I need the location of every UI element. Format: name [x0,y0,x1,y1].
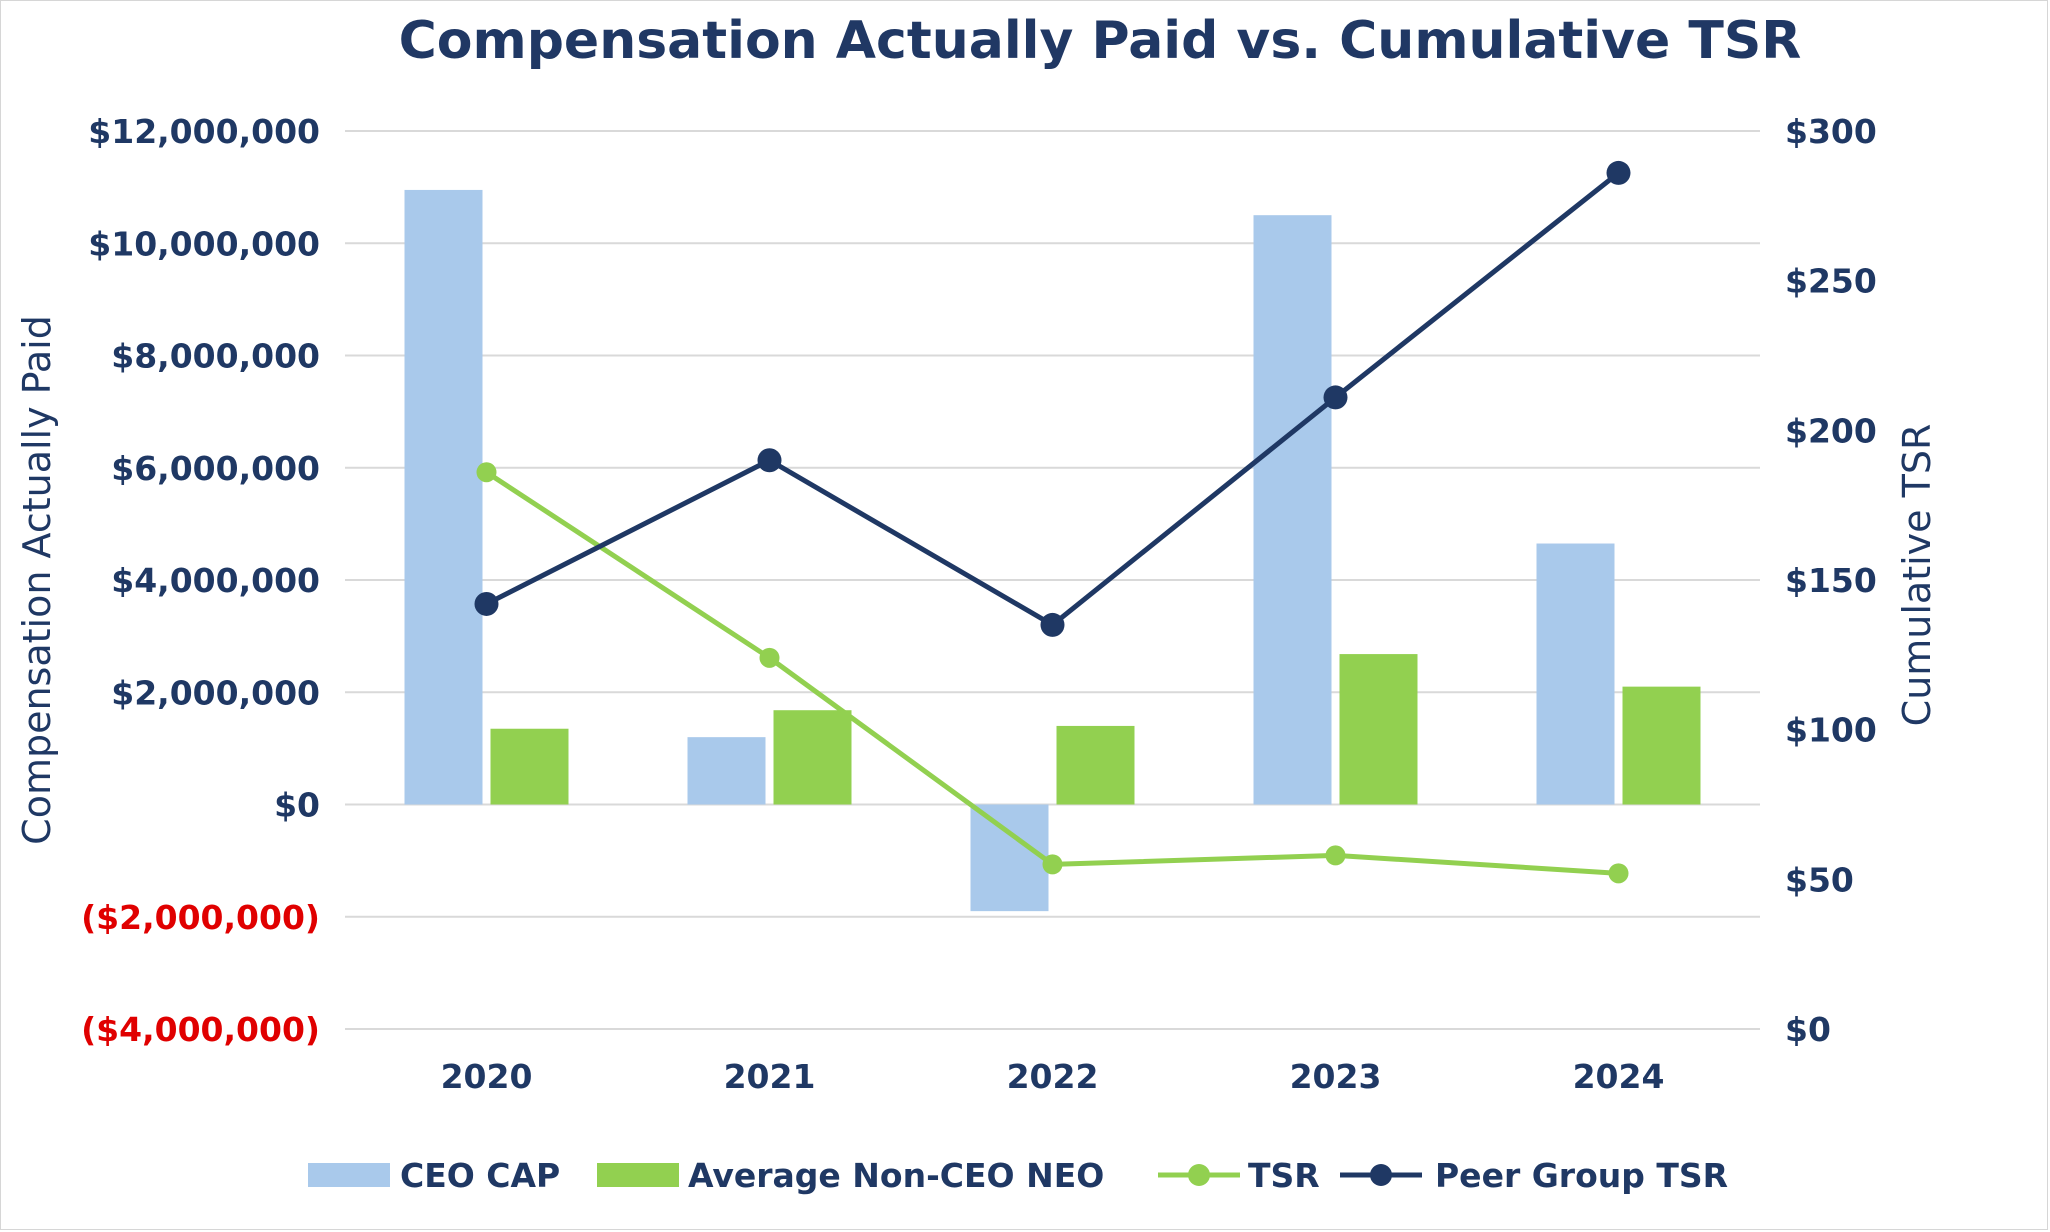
line-series [474,160,1631,884]
left-tick-label: $4,000,000 [111,561,320,600]
left-tick-label: ($2,000,000) [81,898,320,937]
left-tick-label: $0 [274,786,320,825]
category-label-2022: 2022 [1007,1057,1099,1096]
category-label-2020: 2020 [441,1057,533,1096]
point-peer-group-tsr-2020 [474,591,499,616]
bar-ceo-cap-2021 [687,737,766,805]
legend-label-peer-group-tsr: Peer Group TSR [1435,1156,1728,1195]
legend-label-average-non-ceo-neo: Average Non-CEO NEO [688,1156,1104,1195]
point-peer-group-tsr-2021 [757,448,782,473]
left-tick-label: $2,000,000 [111,673,320,712]
bar-average-non-ceo-neo-2020 [490,728,569,805]
legend-label-tsr: TSR [1248,1156,1320,1195]
bar-series [404,189,1701,912]
bar-ceo-cap-2022 [970,804,1049,912]
point-tsr-2024 [1608,863,1629,884]
chart-title: Compensation Actually Paid vs. Cumulativ… [399,11,1802,71]
line-tsr [485,470,1619,876]
point-peer-group-tsr-2022 [1040,612,1065,637]
left-tick-label: $8,000,000 [111,337,320,376]
legend-marker-tsr [1188,1164,1210,1186]
right-tick-label: $100 [1785,711,1877,750]
point-tsr-2020 [476,462,497,483]
bar-ceo-cap-2020 [404,189,483,805]
right-tick-label: $0 [1785,1010,1831,1049]
legend: CEO CAP Average Non-CEO NEO TSR Peer Group … [308,1156,1728,1195]
right-tick-label: $50 [1785,860,1854,899]
legend-swatch-ceo-cap [308,1163,390,1187]
legend-marker-peer-group-tsr [1370,1164,1392,1186]
left-axis-ticks: $12,000,000 $10,000,000 $8,000,000 $6,000,0… [81,112,320,1049]
category-labels: 2020 2021 2022 2023 2024 [441,1057,1665,1096]
point-tsr-2021 [759,647,780,668]
right-axis-ticks: $300 $250 $200 $150 $100 $50 $0 [1785,112,1877,1049]
bar-average-non-ceo-neo-2023 [1339,654,1418,805]
bar-average-non-ceo-neo-2021 [773,710,852,805]
gridlines [345,130,1760,1030]
left-tick-label: ($4,000,000) [81,1010,320,1049]
legend-label-ceo-cap: CEO CAP [400,1156,560,1195]
bar-ceo-cap-2024 [1536,543,1615,805]
point-peer-group-tsr-2023 [1323,385,1348,410]
bar-average-non-ceo-neo-2022 [1056,725,1135,805]
legend-swatch-average-non-ceo-neo [597,1163,679,1187]
point-tsr-2022 [1042,854,1063,875]
left-axis-label: Compensation Actually Paid [15,315,59,845]
category-label-2023: 2023 [1290,1057,1382,1096]
point-tsr-2023 [1325,845,1346,866]
right-tick-label: $300 [1785,112,1877,151]
category-label-2024: 2024 [1573,1057,1665,1096]
point-peer-group-tsr-2024 [1606,160,1631,185]
right-tick-label: $250 [1785,262,1877,301]
left-tick-label: $12,000,000 [88,112,320,151]
right-axis-label: Cumulative TSR [1895,424,1939,727]
right-tick-label: $200 [1785,411,1877,450]
category-label-2021: 2021 [724,1057,816,1096]
bar-average-non-ceo-neo-2024 [1622,686,1701,805]
bar-ceo-cap-2023 [1253,215,1332,805]
right-tick-label: $150 [1785,561,1877,600]
left-tick-label: $10,000,000 [88,224,320,263]
line-peer-group-tsr [485,170,1621,628]
left-tick-label: $6,000,000 [111,449,320,488]
